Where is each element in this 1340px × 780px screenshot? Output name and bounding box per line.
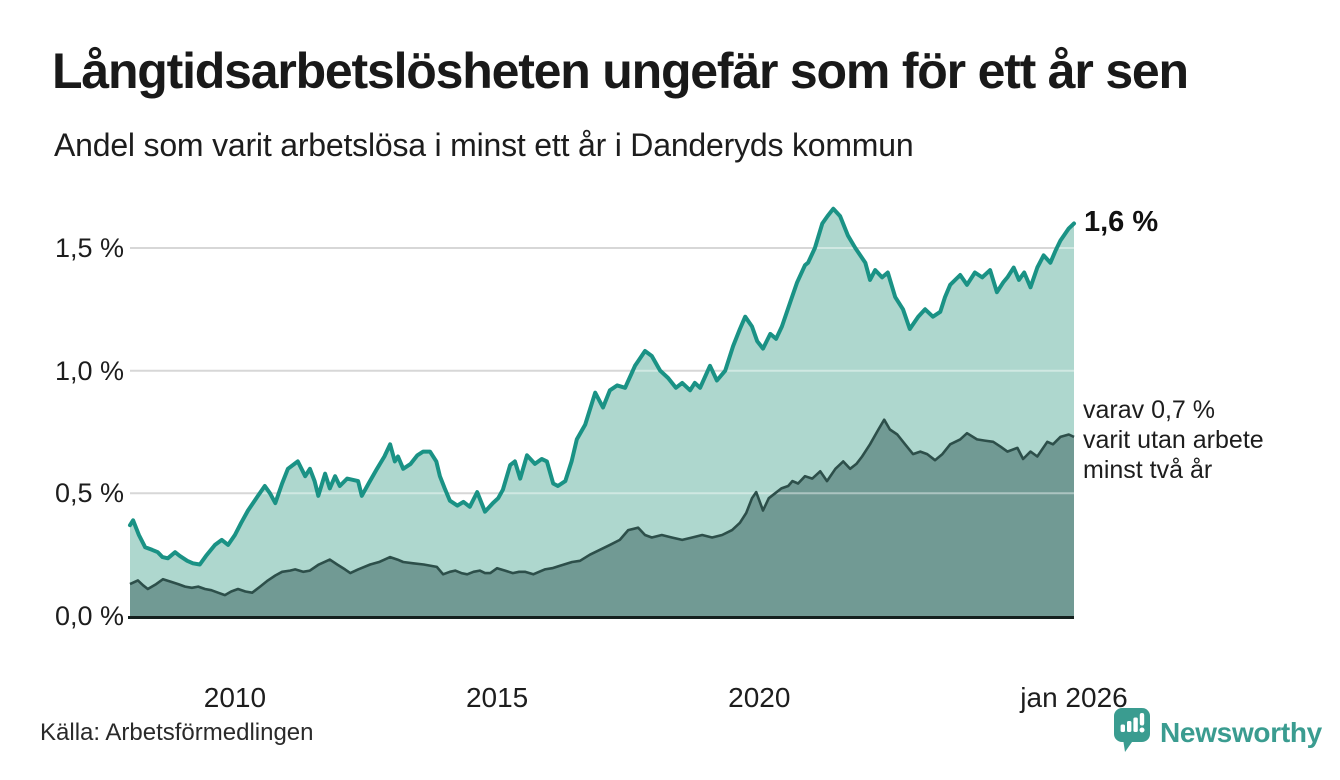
y-tick-label: 0,0 % — [54, 601, 124, 631]
y-tick-label: 0,5 % — [54, 478, 124, 509]
source-caption: Källa: Arbetsförmedlingen — [40, 719, 314, 746]
y-tick-label: 1,5 % — [54, 233, 124, 263]
line-total — [128, 206, 1076, 567]
end-value-label-two-years: varav 0,7 % varit utan arbete minst två … — [1083, 395, 1264, 485]
y-tick-label: 1,0 % — [54, 355, 124, 386]
newsworthy-bubble-chart-icon — [1112, 706, 1152, 759]
end-label-line-1: varav 0,7 % — [1083, 395, 1216, 424]
newsworthy-logo-text: Newsworthy — [1160, 716, 1322, 748]
x-tick-label: 2020 — [728, 682, 791, 713]
chart-title: Långtidsarbetslösheten ungefär som för e… — [52, 43, 1189, 99]
end-value-label-total: 1,6 % — [1084, 206, 1159, 239]
x-tick-label: jan 2026 — [1020, 682, 1128, 713]
x-tick-label: 2015 — [465, 682, 529, 713]
end-label-line-3: minst två år — [1083, 455, 1213, 484]
x-tick-label: 2010 — [203, 682, 267, 713]
end-label-line-2: varit utan arbete — [1083, 425, 1264, 454]
line-two-years — [129, 418, 1075, 597]
chart-subtitle: Andel som varit arbetslösa i minst ett å… — [54, 127, 914, 163]
newsworthy-logo[interactable]: Newsworthy — [1112, 706, 1322, 759]
